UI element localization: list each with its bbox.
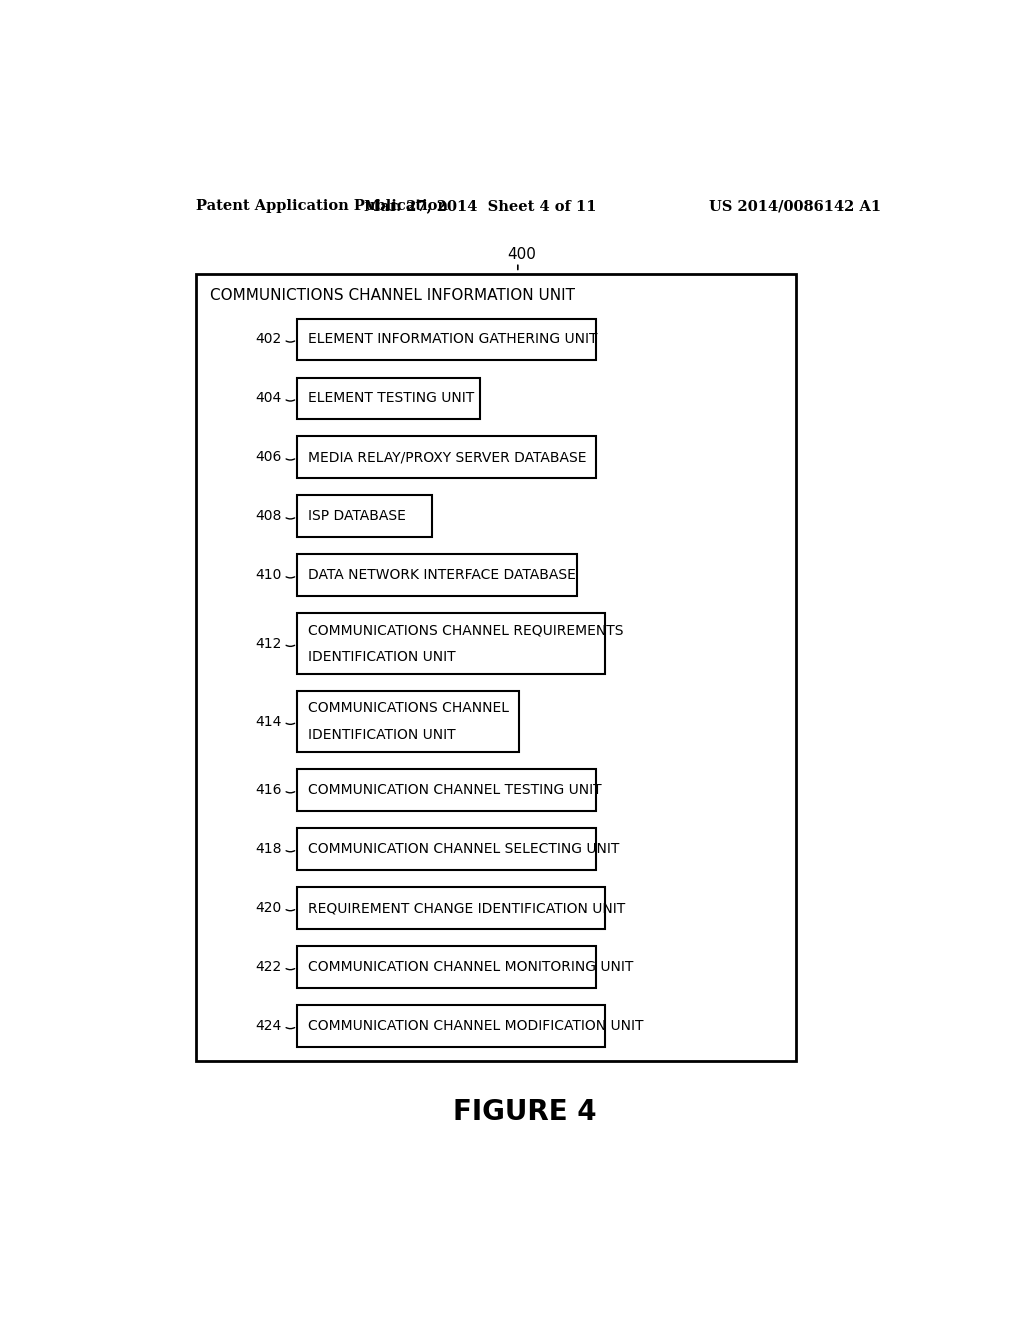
Text: Patent Application Publication: Patent Application Publication bbox=[197, 199, 449, 213]
Text: 420: 420 bbox=[255, 902, 282, 915]
Bar bbox=[297, 495, 432, 537]
Text: COMMUNICTIONS CHANNEL INFORMATION UNIT: COMMUNICTIONS CHANNEL INFORMATION UNIT bbox=[210, 288, 575, 304]
Text: IDENTIFICATION UNIT: IDENTIFICATION UNIT bbox=[308, 651, 456, 664]
Bar bbox=[197, 275, 796, 1061]
Text: ISP DATABASE: ISP DATABASE bbox=[308, 510, 406, 523]
Text: 418: 418 bbox=[255, 842, 282, 857]
Text: DATA NETWORK INTERFACE DATABASE: DATA NETWORK INTERFACE DATABASE bbox=[308, 569, 575, 582]
Text: Mar. 27, 2014  Sheet 4 of 11: Mar. 27, 2014 Sheet 4 of 11 bbox=[365, 199, 597, 213]
Bar bbox=[297, 946, 596, 989]
Text: COMMUNICATIONS CHANNEL: COMMUNICATIONS CHANNEL bbox=[308, 701, 509, 715]
Text: COMMUNICATIONS CHANNEL REQUIREMENTS: COMMUNICATIONS CHANNEL REQUIREMENTS bbox=[308, 623, 624, 638]
Text: ELEMENT INFORMATION GATHERING UNIT: ELEMENT INFORMATION GATHERING UNIT bbox=[308, 333, 597, 346]
Bar bbox=[297, 614, 605, 675]
Bar bbox=[297, 554, 577, 597]
Text: 400: 400 bbox=[507, 247, 537, 263]
Text: COMMUNICATION CHANNEL MODIFICATION UNIT: COMMUNICATION CHANNEL MODIFICATION UNIT bbox=[308, 1019, 643, 1034]
Text: 424: 424 bbox=[255, 1019, 282, 1034]
Text: US 2014/0086142 A1: US 2014/0086142 A1 bbox=[710, 199, 882, 213]
Bar bbox=[297, 1005, 605, 1047]
Text: REQUIREMENT CHANGE IDENTIFICATION UNIT: REQUIREMENT CHANGE IDENTIFICATION UNIT bbox=[308, 902, 625, 915]
Text: 402: 402 bbox=[255, 333, 282, 346]
Bar bbox=[297, 318, 596, 360]
Bar bbox=[297, 437, 596, 478]
Bar bbox=[297, 828, 596, 870]
Text: MEDIA RELAY/PROXY SERVER DATABASE: MEDIA RELAY/PROXY SERVER DATABASE bbox=[308, 450, 587, 465]
Text: 414: 414 bbox=[255, 714, 282, 729]
Text: 410: 410 bbox=[255, 569, 282, 582]
Text: 416: 416 bbox=[255, 783, 282, 797]
Bar bbox=[297, 378, 480, 420]
Text: 408: 408 bbox=[255, 510, 282, 523]
Text: COMMUNICATION CHANNEL MONITORING UNIT: COMMUNICATION CHANNEL MONITORING UNIT bbox=[308, 960, 633, 974]
Text: IDENTIFICATION UNIT: IDENTIFICATION UNIT bbox=[308, 729, 456, 742]
Bar bbox=[297, 770, 596, 812]
Bar bbox=[297, 692, 519, 752]
Text: 404: 404 bbox=[255, 392, 282, 405]
Bar bbox=[297, 887, 605, 929]
Text: ELEMENT TESTING UNIT: ELEMENT TESTING UNIT bbox=[308, 392, 474, 405]
Text: COMMUNICATION CHANNEL SELECTING UNIT: COMMUNICATION CHANNEL SELECTING UNIT bbox=[308, 842, 620, 857]
Text: FIGURE 4: FIGURE 4 bbox=[453, 1098, 597, 1126]
Text: 412: 412 bbox=[255, 636, 282, 651]
Text: 422: 422 bbox=[255, 960, 282, 974]
Text: COMMUNICATION CHANNEL TESTING UNIT: COMMUNICATION CHANNEL TESTING UNIT bbox=[308, 783, 601, 797]
Text: 406: 406 bbox=[255, 450, 282, 465]
